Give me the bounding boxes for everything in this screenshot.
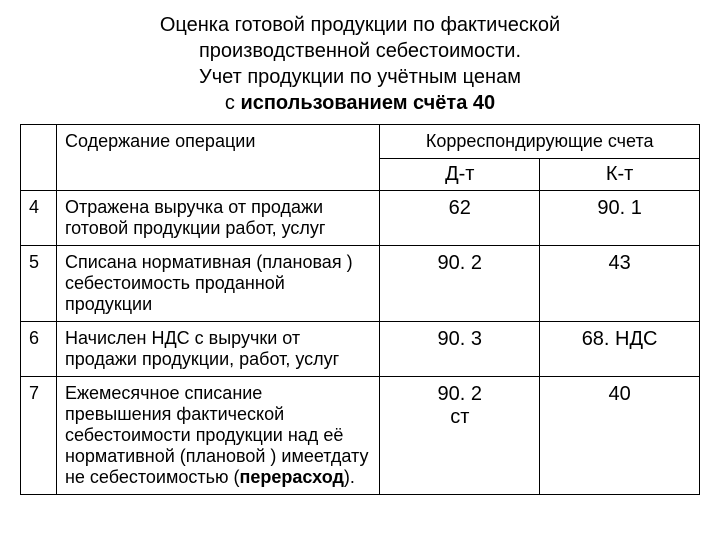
page-title: Оценка готовой продукции по фактической …: [0, 0, 720, 124]
row-num: 6: [21, 322, 57, 377]
title-line-1: Оценка готовой продукции по фактической: [160, 14, 560, 36]
row-credit: 43: [540, 246, 700, 322]
row-desc: Списана нормативная (плановая ) себестои…: [56, 246, 379, 322]
row-credit: 68. НДС: [540, 322, 700, 377]
row-debit: 90. 3: [380, 322, 540, 377]
table-row: 7 Ежемесячное списание превышения фактич…: [21, 377, 700, 495]
row-desc-bold: перерасход: [239, 467, 343, 487]
row-num: 4: [21, 191, 57, 246]
row-debit: 90. 2: [380, 246, 540, 322]
row-debit: 62: [380, 191, 540, 246]
row-desc: Ежемесячное списание превышения фактичес…: [56, 377, 379, 495]
title-line-4-prefix: с: [225, 92, 241, 114]
row-debit: 90. 2 ст: [380, 377, 540, 495]
accounting-table: Содержание операции Корреспондирующие сч…: [20, 124, 700, 495]
header-operation: Содержание операции: [56, 125, 379, 191]
table-row: 5 Списана нормативная (плановая ) себест…: [21, 246, 700, 322]
header-credit: К-т: [540, 159, 700, 191]
table-row: 4 Отражена выручка от продажи готовой пр…: [21, 191, 700, 246]
row-desc-suffix: ).: [344, 467, 355, 487]
row-credit: 90. 1: [540, 191, 700, 246]
table-header-row-1: Содержание операции Корреспондирующие сч…: [21, 125, 700, 159]
header-debit: Д-т: [380, 159, 540, 191]
table-row: 6 Начислен НДС с выручки от продажи прод…: [21, 322, 700, 377]
row-credit: 40: [540, 377, 700, 495]
row-num: 5: [21, 246, 57, 322]
row-desc: Отражена выручка от продажи готовой прод…: [56, 191, 379, 246]
header-empty: [21, 125, 57, 191]
header-corresponding: Корреспондирующие счета: [380, 125, 700, 159]
row-desc: Начислен НДС с выручки от продажи продук…: [56, 322, 379, 377]
title-line-3: Учет продукции по учётным ценам: [199, 66, 521, 88]
title-line-4-bold: использованием счёта 40: [240, 92, 495, 114]
title-line-2: производственной себестоимости.: [199, 40, 521, 62]
row-num: 7: [21, 377, 57, 495]
